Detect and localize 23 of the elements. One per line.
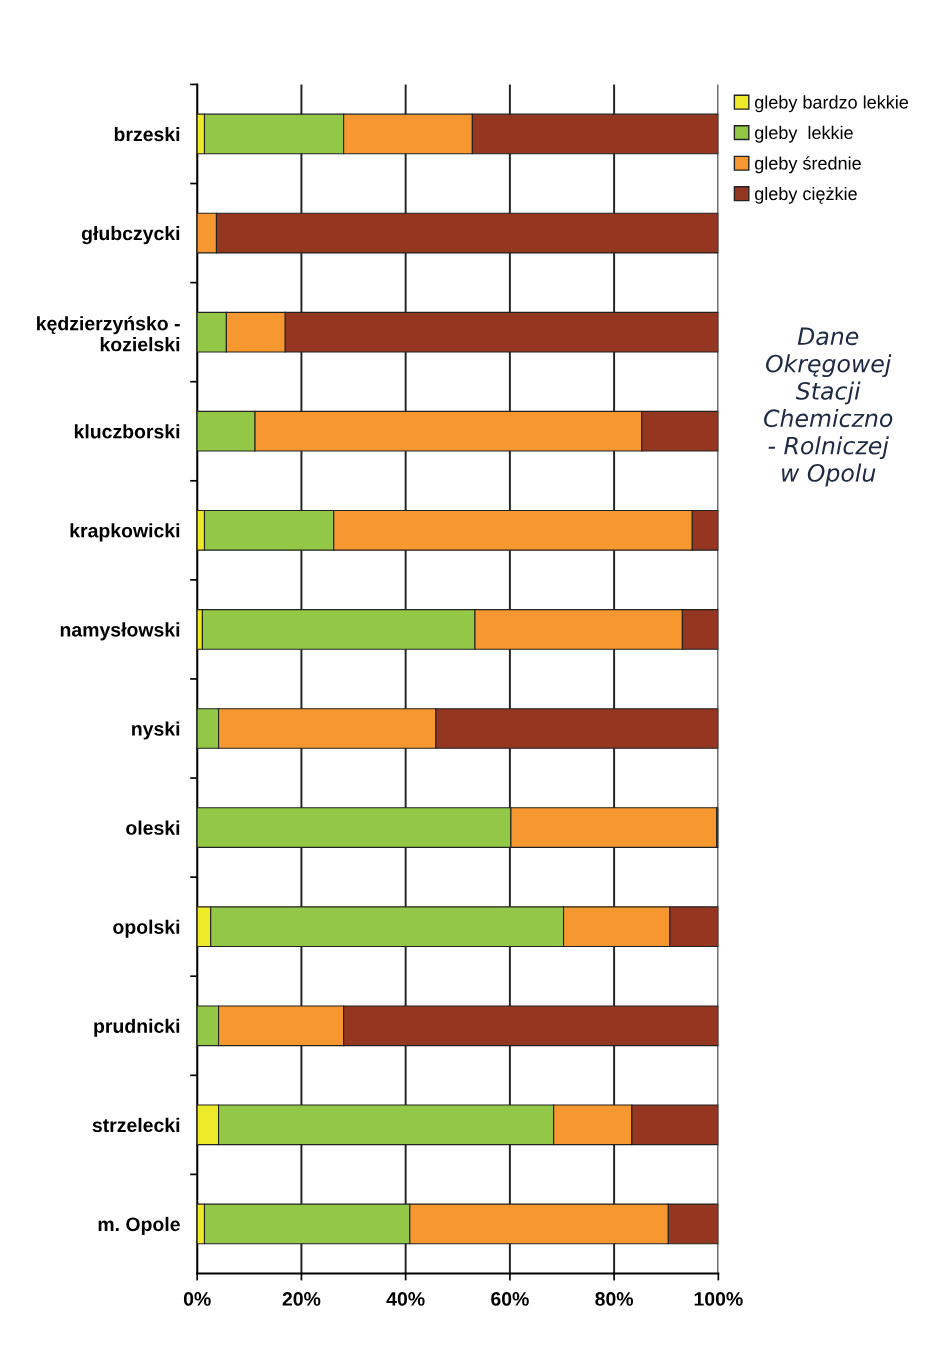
x-tick-label: 60% xyxy=(491,1292,529,1306)
x-tick-label: 80% xyxy=(595,1292,634,1306)
text: Dane Okręgowej Stacji Chemiczno - Rolniczej w Opolu xyxy=(764,327,893,487)
x-tick-label: 100% xyxy=(694,1292,743,1306)
y-tick-label: prudnicki xyxy=(94,1018,180,1037)
legend-label: gleby bardzo lekkie xyxy=(755,95,908,113)
y-tick-label: m. Opole xyxy=(98,1216,180,1236)
y-tick-label: strzelecki xyxy=(92,1117,180,1133)
y-tick-label: krapkowicki xyxy=(70,523,180,542)
y-tick-label: kędzierzyńsko - kozielski xyxy=(37,315,180,352)
y-tick-label: nyski xyxy=(132,721,180,740)
y-tick-label: oleski xyxy=(126,820,180,835)
y-tick-label: brzeski xyxy=(114,126,180,142)
x-tick-label: 0% xyxy=(183,1292,211,1306)
x-tick-label: 20% xyxy=(282,1292,321,1306)
y-tick-label: opolski xyxy=(113,919,180,938)
legend-label: gleby lekkie xyxy=(755,125,853,143)
y-tick-label: namysłowski xyxy=(60,622,180,641)
x-tick-label: 40% xyxy=(386,1292,425,1306)
y-tick-label: kluczborski xyxy=(74,424,180,439)
legend-label: gleby średnie xyxy=(755,156,861,174)
legend-label: gleby ciężkie xyxy=(755,186,857,204)
y-tick-label: głubczycki xyxy=(81,226,180,245)
